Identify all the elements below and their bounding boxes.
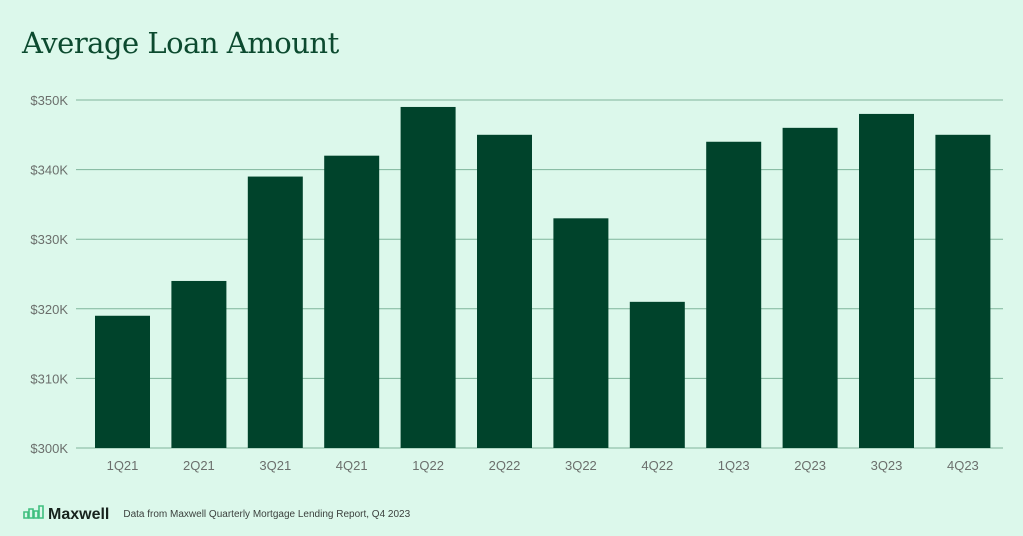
y-tick-label: $340K bbox=[30, 163, 68, 178]
x-tick-label: 2Q21 bbox=[183, 458, 215, 473]
y-tick-label: $300K bbox=[30, 441, 68, 456]
bar-3q23 bbox=[859, 113, 914, 449]
x-tick-label: 1Q21 bbox=[107, 458, 139, 473]
x-tick-label: 4Q23 bbox=[947, 458, 979, 473]
bar-2q23 bbox=[782, 127, 838, 448]
bar-1q21 bbox=[95, 315, 150, 448]
y-tick-label: $330K bbox=[30, 232, 68, 247]
bar-4q22 bbox=[629, 301, 685, 448]
x-tick-label: 3Q22 bbox=[565, 458, 597, 473]
bar-chart-logo-icon bbox=[23, 505, 44, 524]
source-note: Data from Maxwell Quarterly Mortgage Len… bbox=[123, 509, 411, 520]
x-tick-label: 2Q22 bbox=[489, 458, 521, 473]
bar-4q23 bbox=[935, 134, 991, 449]
x-tick-label: 1Q23 bbox=[718, 458, 750, 473]
bar-4q21 bbox=[324, 155, 380, 448]
footer: Maxwell Data from Maxwell Quarterly Mort… bbox=[23, 505, 410, 524]
x-tick-label: 3Q21 bbox=[259, 458, 291, 473]
x-tick-label: 1Q22 bbox=[412, 458, 444, 473]
chart-title: Average Loan Amount bbox=[22, 26, 339, 60]
x-tick-label: 4Q22 bbox=[641, 458, 673, 473]
y-tick-label: $350K bbox=[30, 93, 68, 108]
bar-2q21 bbox=[171, 280, 227, 448]
x-tick-label: 2Q23 bbox=[794, 458, 826, 473]
bar-1q22 bbox=[400, 106, 456, 449]
bar-3q21 bbox=[247, 176, 303, 448]
bar-3q22 bbox=[553, 218, 609, 448]
x-tick-label: 3Q23 bbox=[871, 458, 903, 473]
bar-1q23 bbox=[706, 141, 762, 448]
brand-name: Maxwell bbox=[48, 505, 110, 523]
bar-2q22 bbox=[477, 134, 532, 449]
y-tick-label: $310K bbox=[30, 371, 68, 386]
x-tick-label: 4Q21 bbox=[336, 458, 368, 473]
y-tick-label: $320K bbox=[30, 302, 68, 317]
